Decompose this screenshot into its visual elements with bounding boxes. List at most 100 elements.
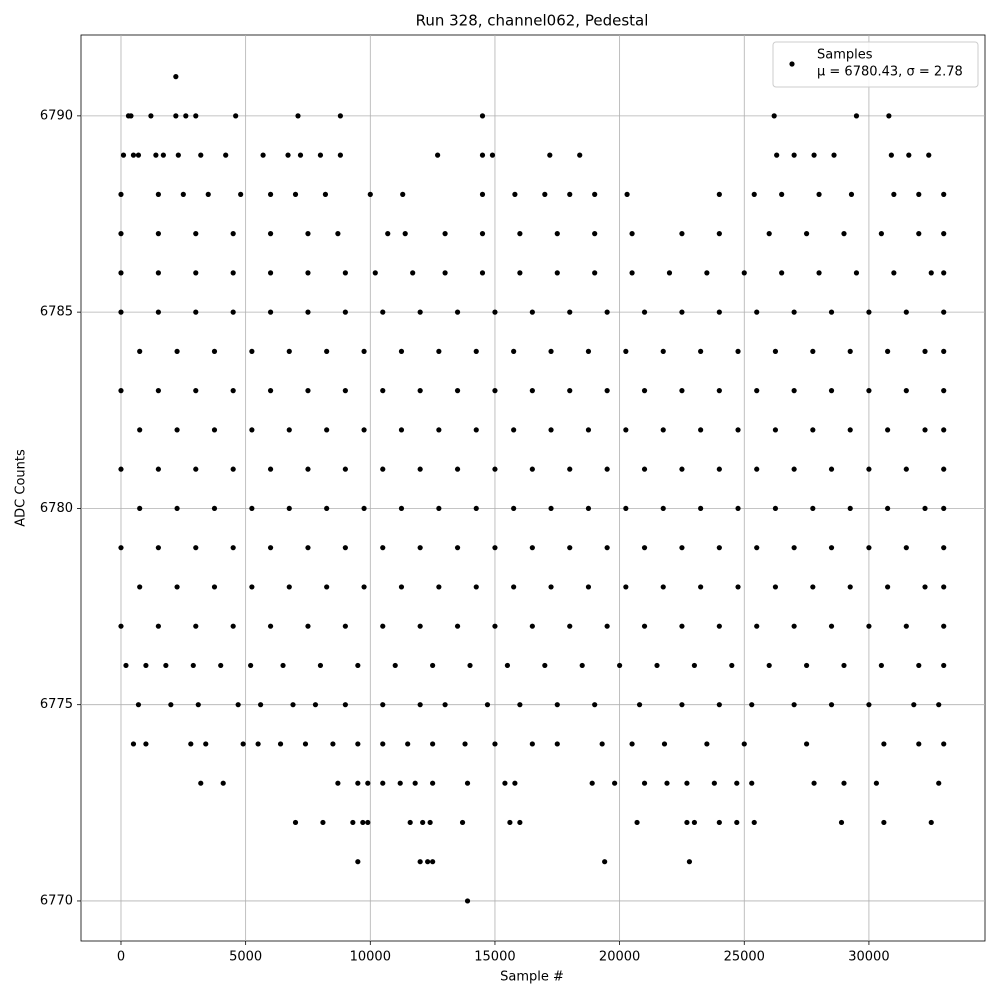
point bbox=[473, 348, 479, 354]
point bbox=[118, 270, 124, 276]
point bbox=[604, 466, 610, 472]
point bbox=[810, 584, 816, 590]
point bbox=[698, 348, 704, 354]
point bbox=[342, 466, 348, 472]
point bbox=[118, 545, 124, 551]
point bbox=[292, 191, 299, 197]
point bbox=[174, 584, 180, 590]
point bbox=[548, 505, 554, 512]
point bbox=[193, 309, 199, 315]
point bbox=[660, 348, 666, 354]
point bbox=[936, 702, 942, 708]
point bbox=[342, 702, 348, 708]
point bbox=[716, 702, 722, 708]
point bbox=[255, 741, 261, 747]
point bbox=[791, 466, 797, 472]
point bbox=[324, 584, 330, 590]
point bbox=[305, 388, 311, 394]
point bbox=[230, 388, 236, 394]
point bbox=[249, 348, 255, 354]
point bbox=[810, 505, 816, 512]
point bbox=[467, 662, 473, 669]
point bbox=[492, 545, 498, 551]
point bbox=[380, 388, 386, 394]
point bbox=[380, 623, 386, 629]
point bbox=[548, 584, 554, 590]
point bbox=[810, 427, 816, 433]
point bbox=[459, 819, 466, 826]
point bbox=[258, 702, 264, 708]
point bbox=[679, 466, 685, 472]
point bbox=[577, 152, 583, 158]
point bbox=[878, 231, 884, 237]
point bbox=[137, 505, 143, 512]
point bbox=[691, 819, 698, 826]
point bbox=[511, 427, 517, 433]
point bbox=[302, 741, 309, 747]
point bbox=[435, 152, 441, 158]
point bbox=[249, 505, 255, 512]
point bbox=[828, 466, 835, 472]
point bbox=[881, 819, 887, 826]
point bbox=[198, 152, 204, 158]
point bbox=[641, 545, 648, 551]
y-tick-label: 6770 bbox=[40, 893, 73, 908]
point bbox=[454, 623, 461, 629]
point bbox=[679, 702, 685, 708]
point bbox=[579, 662, 585, 669]
point bbox=[305, 270, 311, 276]
point bbox=[547, 152, 553, 158]
point bbox=[292, 819, 299, 826]
point bbox=[941, 427, 947, 433]
point bbox=[417, 859, 423, 865]
point bbox=[155, 545, 161, 551]
y-tick-label: 6780 bbox=[40, 501, 73, 516]
point bbox=[716, 623, 722, 629]
point bbox=[417, 702, 423, 708]
point bbox=[180, 191, 186, 197]
point bbox=[853, 270, 860, 276]
point bbox=[828, 388, 835, 394]
point bbox=[361, 584, 367, 590]
point bbox=[941, 388, 947, 394]
point bbox=[361, 427, 367, 433]
point bbox=[324, 427, 330, 433]
point bbox=[941, 584, 947, 590]
point bbox=[529, 466, 535, 472]
point bbox=[355, 780, 361, 786]
legend-label: Samples bbox=[817, 48, 873, 63]
point bbox=[267, 466, 274, 472]
point bbox=[641, 388, 648, 394]
point bbox=[492, 388, 498, 394]
x-axis-label: Sample # bbox=[500, 970, 564, 985]
point bbox=[335, 780, 341, 786]
point bbox=[148, 113, 154, 119]
point bbox=[641, 466, 648, 472]
point bbox=[885, 505, 891, 512]
point bbox=[754, 388, 760, 394]
point bbox=[716, 231, 722, 237]
point bbox=[511, 584, 517, 590]
legend-note: μ = 6780.43, σ = 2.78 bbox=[817, 65, 963, 80]
point bbox=[916, 741, 922, 747]
point bbox=[240, 741, 246, 747]
point bbox=[592, 231, 598, 237]
point bbox=[716, 309, 722, 315]
point bbox=[841, 231, 847, 237]
point bbox=[135, 152, 142, 158]
point bbox=[529, 623, 535, 629]
point bbox=[542, 191, 548, 197]
point bbox=[903, 545, 909, 551]
point bbox=[305, 466, 311, 472]
point bbox=[548, 348, 554, 354]
point bbox=[660, 505, 666, 512]
point bbox=[280, 662, 286, 669]
point bbox=[454, 466, 461, 472]
y-tick-label: 6785 bbox=[40, 305, 73, 320]
point bbox=[442, 270, 448, 276]
point bbox=[230, 466, 236, 472]
point bbox=[866, 545, 872, 551]
point bbox=[529, 388, 535, 394]
point bbox=[866, 702, 872, 708]
point bbox=[679, 545, 685, 551]
